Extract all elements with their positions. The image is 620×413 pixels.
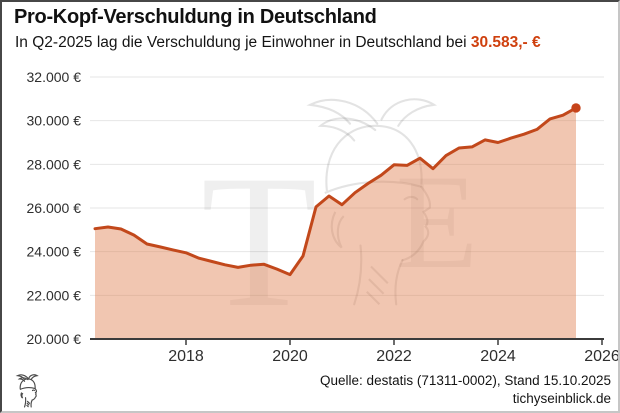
x-axis-label: 2024 — [480, 348, 516, 365]
subtitle: In Q2-2025 lag die Verschuldung je Einwo… — [15, 34, 541, 52]
x-axis-label: 2026 — [584, 348, 618, 365]
brand-logo-hermes-icon — [17, 374, 38, 408]
y-axis-label: 24.000 € — [27, 244, 82, 260]
subtitle-text: In Q2-2025 lag die Verschuldung je Einwo… — [15, 34, 471, 51]
source-attribution: Quelle: destatis (71311-0002), Stand 15.… — [320, 372, 611, 408]
y-axis-label: 20.000 € — [27, 331, 82, 347]
watermark-letter-t: T — [201, 137, 317, 347]
website-text: tichyseinblick.de — [512, 391, 611, 406]
watermark-letter-e: E — [396, 148, 478, 297]
y-axis-label: 32.000 € — [27, 69, 82, 85]
area-fill — [95, 107, 576, 340]
watermark: T E — [201, 98, 478, 347]
subtitle-highlight-value: 30.583,- € — [470, 34, 541, 51]
debt-series — [93, 103, 581, 340]
y-axis-label: 30.000 € — [27, 113, 82, 129]
x-axis-label: 2018 — [168, 348, 204, 365]
y-axis-label: 28.000 € — [27, 156, 82, 172]
y-axis-label: 26.000 € — [27, 200, 82, 216]
x-axis-label: 2022 — [376, 348, 412, 365]
source-line: Quelle: destatis (71311-0002), Stand 15.… — [320, 373, 611, 388]
x-axis-label: 2020 — [272, 348, 308, 365]
axes: 32.000 € 30.000 € 28.000 € 26.000 € 24.000 €… — [27, 69, 619, 365]
latest-value-marker — [571, 103, 581, 113]
trend-line — [93, 106, 578, 277]
y-axis-label: 22.000 € — [27, 287, 82, 303]
page-title: Pro-Kopf-Verschuldung in Deutschland — [14, 6, 377, 28]
